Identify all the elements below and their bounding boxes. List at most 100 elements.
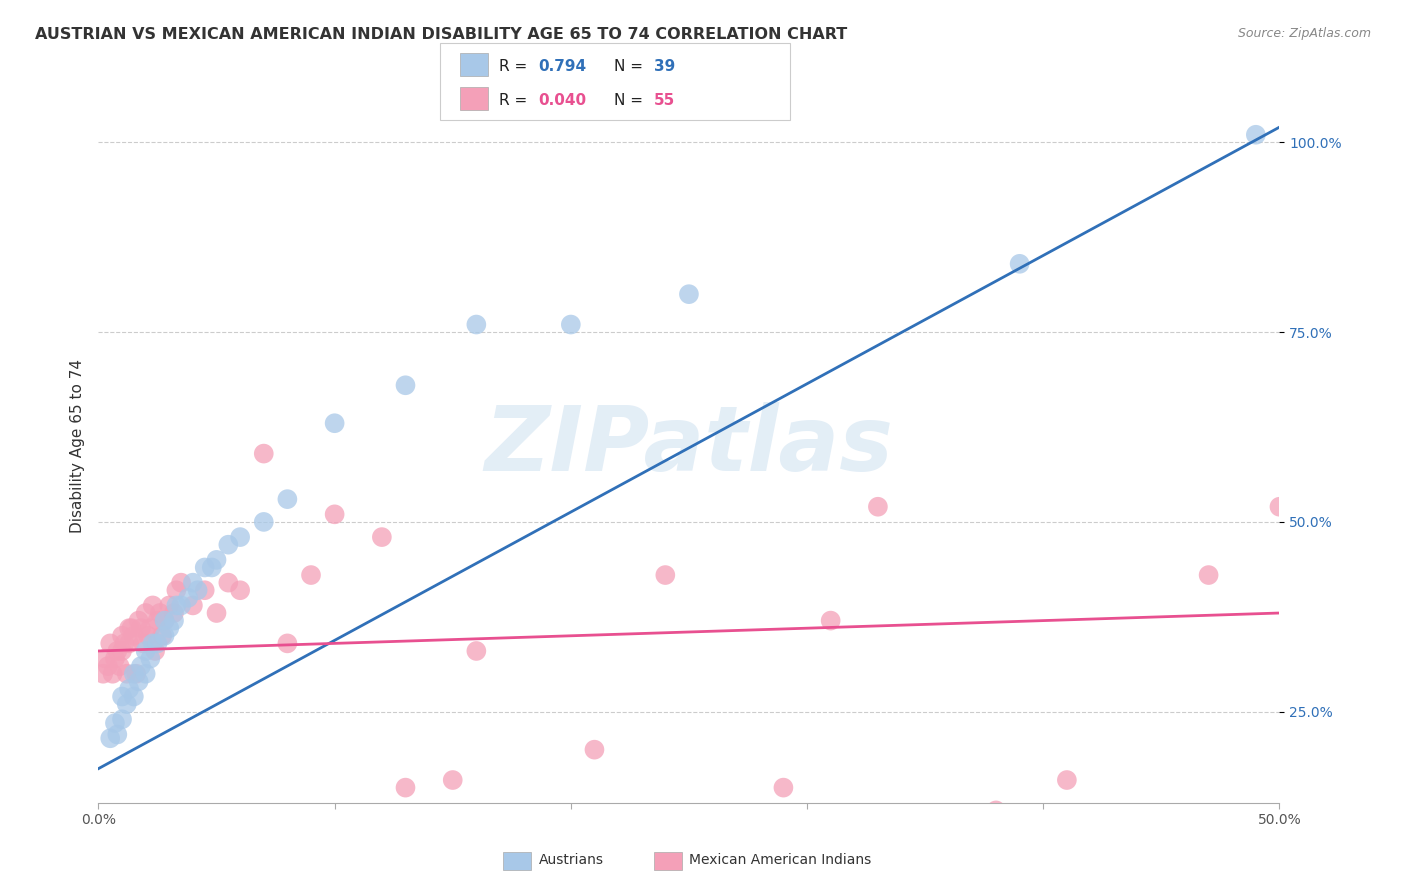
Point	[118, 636, 141, 650]
Point	[129, 621, 152, 635]
Point	[170, 599, 193, 613]
Point	[111, 712, 134, 726]
Point	[142, 599, 165, 613]
Point	[560, 318, 582, 332]
Point	[121, 621, 143, 635]
Point	[201, 560, 224, 574]
Point	[128, 614, 150, 628]
Point	[371, 530, 394, 544]
Text: 0.794: 0.794	[538, 59, 586, 74]
Point	[205, 606, 228, 620]
Point	[276, 492, 298, 507]
Point	[111, 629, 134, 643]
Point	[149, 606, 172, 620]
Point	[170, 575, 193, 590]
Point	[97, 659, 120, 673]
Point	[181, 575, 204, 590]
Text: Mexican American Indians: Mexican American Indians	[689, 853, 872, 867]
Text: 39: 39	[654, 59, 675, 74]
Point	[394, 780, 416, 795]
Point	[135, 606, 157, 620]
Point	[1008, 257, 1031, 271]
Point	[299, 568, 322, 582]
Point	[194, 583, 217, 598]
Point	[984, 804, 1007, 818]
Text: Source: ZipAtlas.com: Source: ZipAtlas.com	[1237, 27, 1371, 40]
Point	[217, 575, 239, 590]
Point	[111, 644, 134, 658]
Point	[150, 629, 173, 643]
Point	[108, 659, 131, 673]
Point	[394, 378, 416, 392]
Point	[583, 742, 606, 756]
Point	[163, 614, 186, 628]
Text: R =: R =	[499, 59, 533, 74]
Point	[104, 716, 127, 731]
Point	[253, 447, 276, 461]
Point	[135, 644, 157, 658]
Point	[654, 568, 676, 582]
Point	[105, 727, 128, 741]
Point	[104, 651, 127, 665]
Text: 0.040: 0.040	[538, 93, 586, 108]
Point	[153, 629, 176, 643]
Point	[118, 621, 141, 635]
Point	[125, 666, 148, 681]
Point	[111, 690, 134, 704]
Point	[866, 500, 889, 514]
Point	[98, 636, 121, 650]
Point	[1268, 500, 1291, 514]
Point	[122, 666, 145, 681]
Point	[465, 644, 488, 658]
Point	[820, 614, 842, 628]
Point	[146, 636, 169, 650]
Point	[772, 780, 794, 795]
Text: AUSTRIAN VS MEXICAN AMERICAN INDIAN DISABILITY AGE 65 TO 74 CORRELATION CHART: AUSTRIAN VS MEXICAN AMERICAN INDIAN DISA…	[35, 27, 848, 42]
Point	[678, 287, 700, 301]
Point	[132, 636, 155, 650]
Point	[139, 621, 162, 635]
Point	[177, 591, 200, 605]
Point	[153, 614, 176, 628]
Point	[165, 599, 187, 613]
Point	[94, 651, 117, 665]
Point	[105, 644, 128, 658]
Point	[229, 530, 252, 544]
Point	[142, 636, 165, 650]
Point	[128, 674, 150, 689]
Point	[229, 583, 252, 598]
Point	[118, 681, 141, 696]
Point	[139, 651, 162, 665]
Point	[323, 508, 346, 522]
Text: N =: N =	[614, 59, 648, 74]
Text: 55: 55	[654, 93, 675, 108]
Point	[115, 666, 138, 681]
Point	[135, 666, 157, 681]
Point	[153, 614, 176, 628]
Point	[157, 599, 180, 613]
Point	[136, 629, 159, 643]
Point	[112, 636, 135, 650]
Text: Austrians: Austrians	[538, 853, 603, 867]
Point	[465, 318, 488, 332]
Point	[157, 621, 180, 635]
Point	[129, 659, 152, 673]
Point	[101, 666, 124, 681]
Y-axis label: Disability Age 65 to 74: Disability Age 65 to 74	[69, 359, 84, 533]
Point	[115, 697, 138, 711]
Point	[165, 583, 187, 598]
Point	[122, 690, 145, 704]
Text: R =: R =	[499, 93, 533, 108]
Point	[205, 553, 228, 567]
Text: ZIPatlas: ZIPatlas	[485, 402, 893, 490]
Point	[187, 583, 209, 598]
Point	[323, 416, 346, 430]
Point	[1056, 772, 1078, 787]
Point	[122, 629, 145, 643]
Point	[143, 644, 166, 658]
Point	[91, 666, 114, 681]
Point	[1198, 568, 1220, 582]
Point	[217, 538, 239, 552]
Point	[163, 606, 186, 620]
Point	[194, 560, 217, 574]
